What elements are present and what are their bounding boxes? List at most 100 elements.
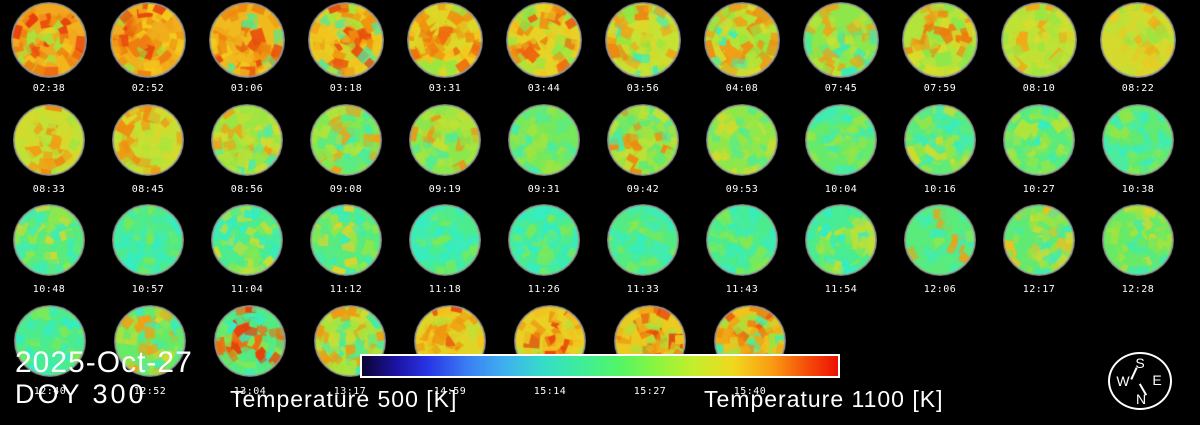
- thermal-disk-map: [310, 204, 382, 276]
- thermal-disk-map: [13, 104, 85, 176]
- disk-timestamp: 15:27: [633, 386, 667, 397]
- disk-timestamp: 09:53: [725, 184, 759, 195]
- thermal-disk-map: [805, 104, 877, 176]
- disk-timestamp: 11:43: [725, 284, 759, 295]
- thermal-disk-map: [209, 2, 285, 78]
- disk-timestamp: 10:38: [1121, 184, 1155, 195]
- disk-timestamp: 12:28: [1121, 284, 1155, 295]
- thermal-disk: [904, 104, 976, 176]
- disk-timestamp: 10:27: [1022, 184, 1056, 195]
- thermal-disk: [409, 204, 481, 276]
- thermal-disk: [805, 204, 877, 276]
- colorbar-min-label: Temperature 500 [K]: [230, 386, 458, 412]
- thermal-disk-map: [704, 2, 780, 78]
- thermal-disk: [13, 204, 85, 276]
- thermal-disk: [110, 2, 186, 78]
- thermal-disk: [706, 104, 778, 176]
- disk-timestamp: 08:10: [1022, 83, 1056, 94]
- thermal-disk: [704, 2, 780, 78]
- date-label: 2025-Oct-27: [15, 346, 193, 379]
- doy-label: DOY 300: [15, 379, 147, 409]
- thermal-disk: [902, 2, 978, 78]
- thermal-disk-map: [1102, 204, 1174, 276]
- thermal-disk-map: [211, 104, 283, 176]
- thermal-disk-map: [409, 204, 481, 276]
- thermal-disk-map: [706, 204, 778, 276]
- thermal-disk: [14, 305, 86, 377]
- thermal-disk: [310, 104, 382, 176]
- thermal-disk-map: [506, 2, 582, 78]
- thermal-disk-map: [607, 204, 679, 276]
- disk-timestamp: 13:04: [233, 386, 267, 397]
- disk-timestamp: 08:33: [32, 184, 66, 195]
- disk-timestamp: 07:59: [923, 83, 957, 94]
- compass-rose-icon: S W E N: [1108, 352, 1172, 410]
- thermal-disk: [11, 2, 87, 78]
- disk-timestamp: 12:52: [133, 386, 167, 397]
- thermal-disk-map: [904, 204, 976, 276]
- thermal-disk-map: [14, 305, 86, 377]
- thermal-disk: [607, 104, 679, 176]
- thermal-disk-map: [409, 104, 481, 176]
- thermal-disk: [409, 104, 481, 176]
- disk-timestamp: 11:12: [329, 284, 363, 295]
- disk-timestamp: 03:06: [230, 83, 264, 94]
- thermal-disk-map: [605, 2, 681, 78]
- disk-timestamp: 10:16: [923, 184, 957, 195]
- thermal-disk-map: [1003, 204, 1075, 276]
- thermal-disk-map: [1001, 2, 1077, 78]
- thermal-disk: [1102, 204, 1174, 276]
- disk-timestamp: 08:22: [1121, 83, 1155, 94]
- thermal-disk-map: [902, 2, 978, 78]
- disk-timestamp: 12:17: [1022, 284, 1056, 295]
- disk-timestamp: 10:57: [131, 284, 165, 295]
- thermal-disk-map: [11, 2, 87, 78]
- thermal-disk-map: [112, 204, 184, 276]
- thermal-disk-map: [211, 204, 283, 276]
- disk-timestamp: 12:06: [923, 284, 957, 295]
- compass-south-label: S: [1135, 355, 1145, 371]
- disk-timestamp: 08:45: [131, 184, 165, 195]
- disk-timestamp: 09:19: [428, 184, 462, 195]
- disk-timestamp: 11:04: [230, 284, 264, 295]
- disk-timestamp: 03:56: [626, 83, 660, 94]
- thermal-disk: [211, 104, 283, 176]
- thermal-disk: [506, 2, 582, 78]
- disk-timestamp: 11:26: [527, 284, 561, 295]
- disk-timestamp: 09:42: [626, 184, 660, 195]
- compass-north-label: N: [1135, 391, 1147, 407]
- disk-timestamp: 13:17: [333, 386, 367, 397]
- disk-timestamp: 11:54: [824, 284, 858, 295]
- thermal-disk: [706, 204, 778, 276]
- thermal-disk: [605, 2, 681, 78]
- thermal-disk-map: [13, 204, 85, 276]
- thermal-disk-map: [114, 305, 186, 377]
- thermal-disk-map: [110, 2, 186, 78]
- disk-timestamp: 02:38: [32, 83, 66, 94]
- temperature-colorbar: [360, 354, 840, 378]
- disk-timestamp: 14:59: [433, 386, 467, 397]
- thermal-disk: [114, 305, 186, 377]
- compass-east-label: E: [1152, 372, 1162, 388]
- thermal-disk: [1003, 204, 1075, 276]
- disk-timestamp: 03:18: [329, 83, 363, 94]
- thermal-disk: [805, 104, 877, 176]
- thermal-disk-map: [803, 2, 879, 78]
- disk-timestamp: 11:18: [428, 284, 462, 295]
- thermal-disk: [209, 2, 285, 78]
- disk-timestamp: 08:56: [230, 184, 264, 195]
- disk-timestamp: 03:31: [428, 83, 462, 94]
- thermal-disk-map: [1100, 2, 1176, 78]
- thermal-disk-map: [214, 305, 286, 377]
- colorbar-max-label: Temperature 1100 [K]: [704, 386, 944, 412]
- thermal-disk-map: [112, 104, 184, 176]
- thermal-disk-map: [508, 104, 580, 176]
- thermal-disk-map: [607, 104, 679, 176]
- compass-west-label: W: [1116, 373, 1130, 389]
- disk-timestamp: 02:52: [131, 83, 165, 94]
- disk-timestamp: 09:08: [329, 184, 363, 195]
- thermal-disk-map: [706, 104, 778, 176]
- thermal-disk-map: [805, 204, 877, 276]
- thermal-disk: [607, 204, 679, 276]
